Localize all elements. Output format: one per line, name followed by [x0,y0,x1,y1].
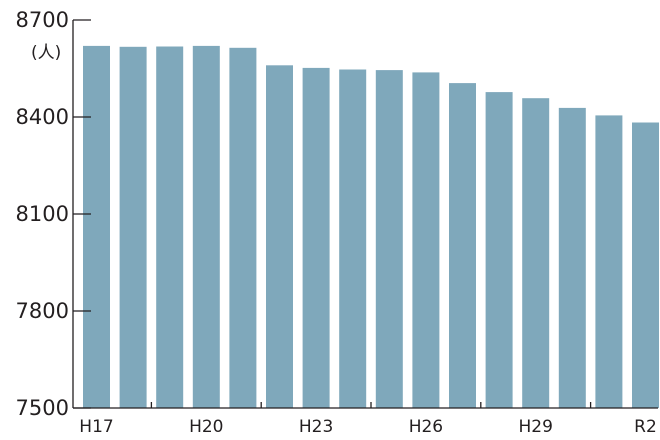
bar-R1 [595,115,622,408]
bar-H26 [412,72,439,408]
y-tick-label: 8700 [16,8,69,32]
bar-H29 [522,98,549,408]
x-tick-label-H26: H26 [409,417,443,437]
bar-H22 [266,65,293,408]
bar-H18 [120,47,147,408]
y-axis: 8700 8400 8100 7800 7500 [16,8,91,420]
x-tick-label-H29: H29 [518,417,552,437]
y-tick-label: 8100 [16,202,69,226]
bar-H27 [449,83,476,408]
y-unit-label: (人) [31,43,61,63]
y-tick-label: 8400 [16,105,69,129]
bar-H30 [559,108,586,408]
bar-R2 [632,123,659,409]
bar-H25 [376,70,403,408]
x-tick-label-H17: H17 [79,417,113,437]
x-tick-label-H20: H20 [189,417,223,437]
bar-H20 [193,46,220,408]
bar-H28 [486,92,513,408]
x-tick-label-R2: R2 [634,417,657,437]
bar-H17 [83,46,110,408]
bar-H21 [229,48,256,408]
bars-group [83,46,659,408]
x-tick-label-H23: H23 [299,417,333,437]
bar-H19 [156,47,183,409]
bar-H24 [339,70,366,409]
bar-H23 [303,68,330,408]
y-tick-label: 7800 [16,299,69,323]
y-tick-label: 7500 [16,396,69,420]
